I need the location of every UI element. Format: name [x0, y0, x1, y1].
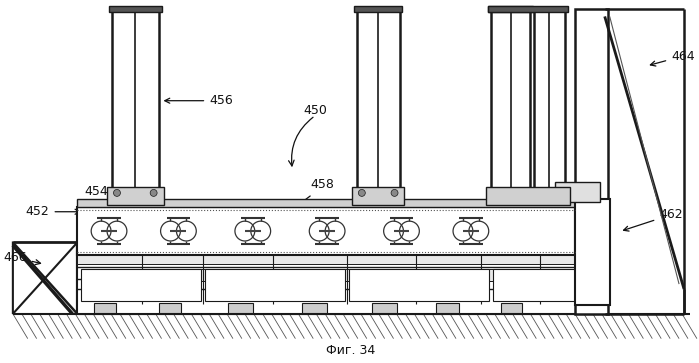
Bar [436, 303, 459, 313]
Bar [81, 269, 201, 301]
Bar [488, 5, 533, 12]
Bar [534, 8, 565, 199]
Bar [78, 207, 575, 255]
Bar [228, 303, 253, 313]
Text: Фиг. 34: Фиг. 34 [326, 344, 375, 357]
Circle shape [150, 189, 157, 196]
Text: 456: 456 [165, 94, 233, 107]
Circle shape [391, 189, 398, 196]
Bar [555, 182, 600, 202]
Bar [354, 5, 403, 12]
Bar [575, 8, 607, 314]
Bar [486, 187, 570, 205]
Bar [78, 199, 575, 207]
Text: 462: 462 [624, 208, 683, 231]
Bar [493, 269, 596, 301]
Bar [372, 303, 396, 313]
Text: 458: 458 [291, 179, 334, 208]
Bar [112, 8, 159, 199]
Bar [500, 303, 522, 313]
Text: 466: 466 [3, 251, 41, 265]
Bar [78, 244, 598, 314]
Text: 460: 460 [192, 276, 232, 295]
Bar [352, 187, 405, 205]
Circle shape [113, 189, 120, 196]
Text: 454: 454 [85, 185, 113, 202]
Bar [109, 5, 161, 12]
Bar [13, 314, 690, 339]
Bar [94, 303, 116, 313]
Text: 452: 452 [26, 205, 80, 218]
Circle shape [359, 189, 366, 196]
Bar [488, 5, 568, 12]
Bar [303, 303, 327, 313]
Bar [159, 303, 182, 313]
Bar [349, 269, 489, 301]
Bar [357, 8, 400, 199]
Text: 450: 450 [303, 104, 327, 117]
Bar [575, 199, 610, 305]
Polygon shape [13, 242, 78, 314]
Bar [206, 269, 345, 301]
Text: 464: 464 [650, 50, 695, 66]
Bar [82, 269, 593, 281]
Bar [78, 254, 598, 264]
Bar [107, 187, 164, 205]
Bar [491, 8, 531, 199]
